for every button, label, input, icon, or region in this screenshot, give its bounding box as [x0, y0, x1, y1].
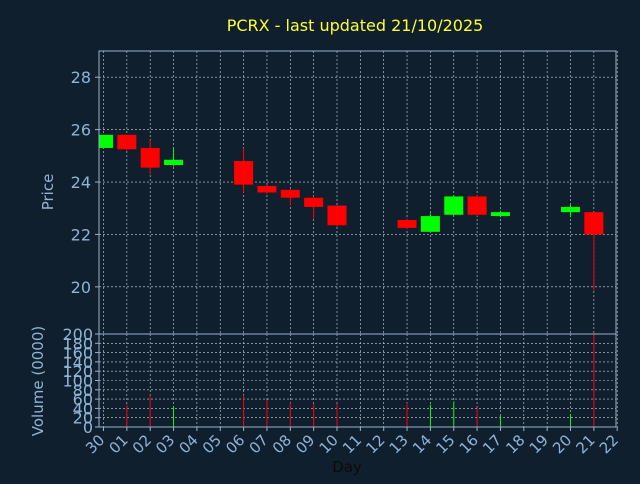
- candle-body: [280, 189, 300, 198]
- candle-body: [467, 196, 487, 215]
- price-tick-label: 24: [71, 173, 91, 192]
- x-axis-label: Day: [332, 458, 362, 476]
- volume-bars: [126, 334, 595, 427]
- price-tick-label: 28: [71, 68, 91, 87]
- candle-body: [490, 212, 510, 217]
- volume-tick-label: 0: [83, 418, 93, 437]
- candle-body: [117, 134, 137, 150]
- volume-tick-label: 120: [62, 362, 93, 381]
- candle-body: [327, 205, 347, 226]
- chart-title: PCRX - last updated 21/10/2025: [227, 16, 484, 35]
- volume-tick-label: 140: [62, 353, 93, 372]
- volume-tick-label: 100: [62, 372, 93, 391]
- candle-body: [304, 197, 324, 207]
- volume-tick-label: 160: [62, 344, 93, 363]
- volume-tick-label: 40: [73, 399, 93, 418]
- price-y-ticks: 20 22 24 26 28: [71, 68, 99, 297]
- candle-body: [420, 216, 440, 232]
- volume-tick-label: 200: [62, 325, 93, 344]
- candle-body: [257, 185, 277, 193]
- candle-body: [397, 220, 417, 228]
- volume-tick-label: 60: [73, 390, 93, 409]
- candle-body: [444, 196, 464, 215]
- candle-body: [140, 147, 160, 168]
- volume-tick-label: 180: [62, 334, 93, 353]
- candle-body: [584, 212, 604, 235]
- volume-tick-label: 20: [73, 409, 93, 428]
- candle-body: [164, 159, 184, 165]
- volume-axis-label: Volume (0000): [29, 326, 47, 436]
- candle-body: [234, 161, 254, 185]
- volume-tick-label: 80: [73, 381, 93, 400]
- candle-body: [561, 206, 580, 213]
- price-axis-label: Price: [39, 174, 57, 211]
- price-tick-label: 22: [71, 225, 91, 244]
- price-tick-label: 20: [71, 278, 91, 297]
- price-candles: [99, 134, 604, 291]
- candle-body: [99, 134, 113, 148]
- price-tick-label: 26: [71, 121, 91, 140]
